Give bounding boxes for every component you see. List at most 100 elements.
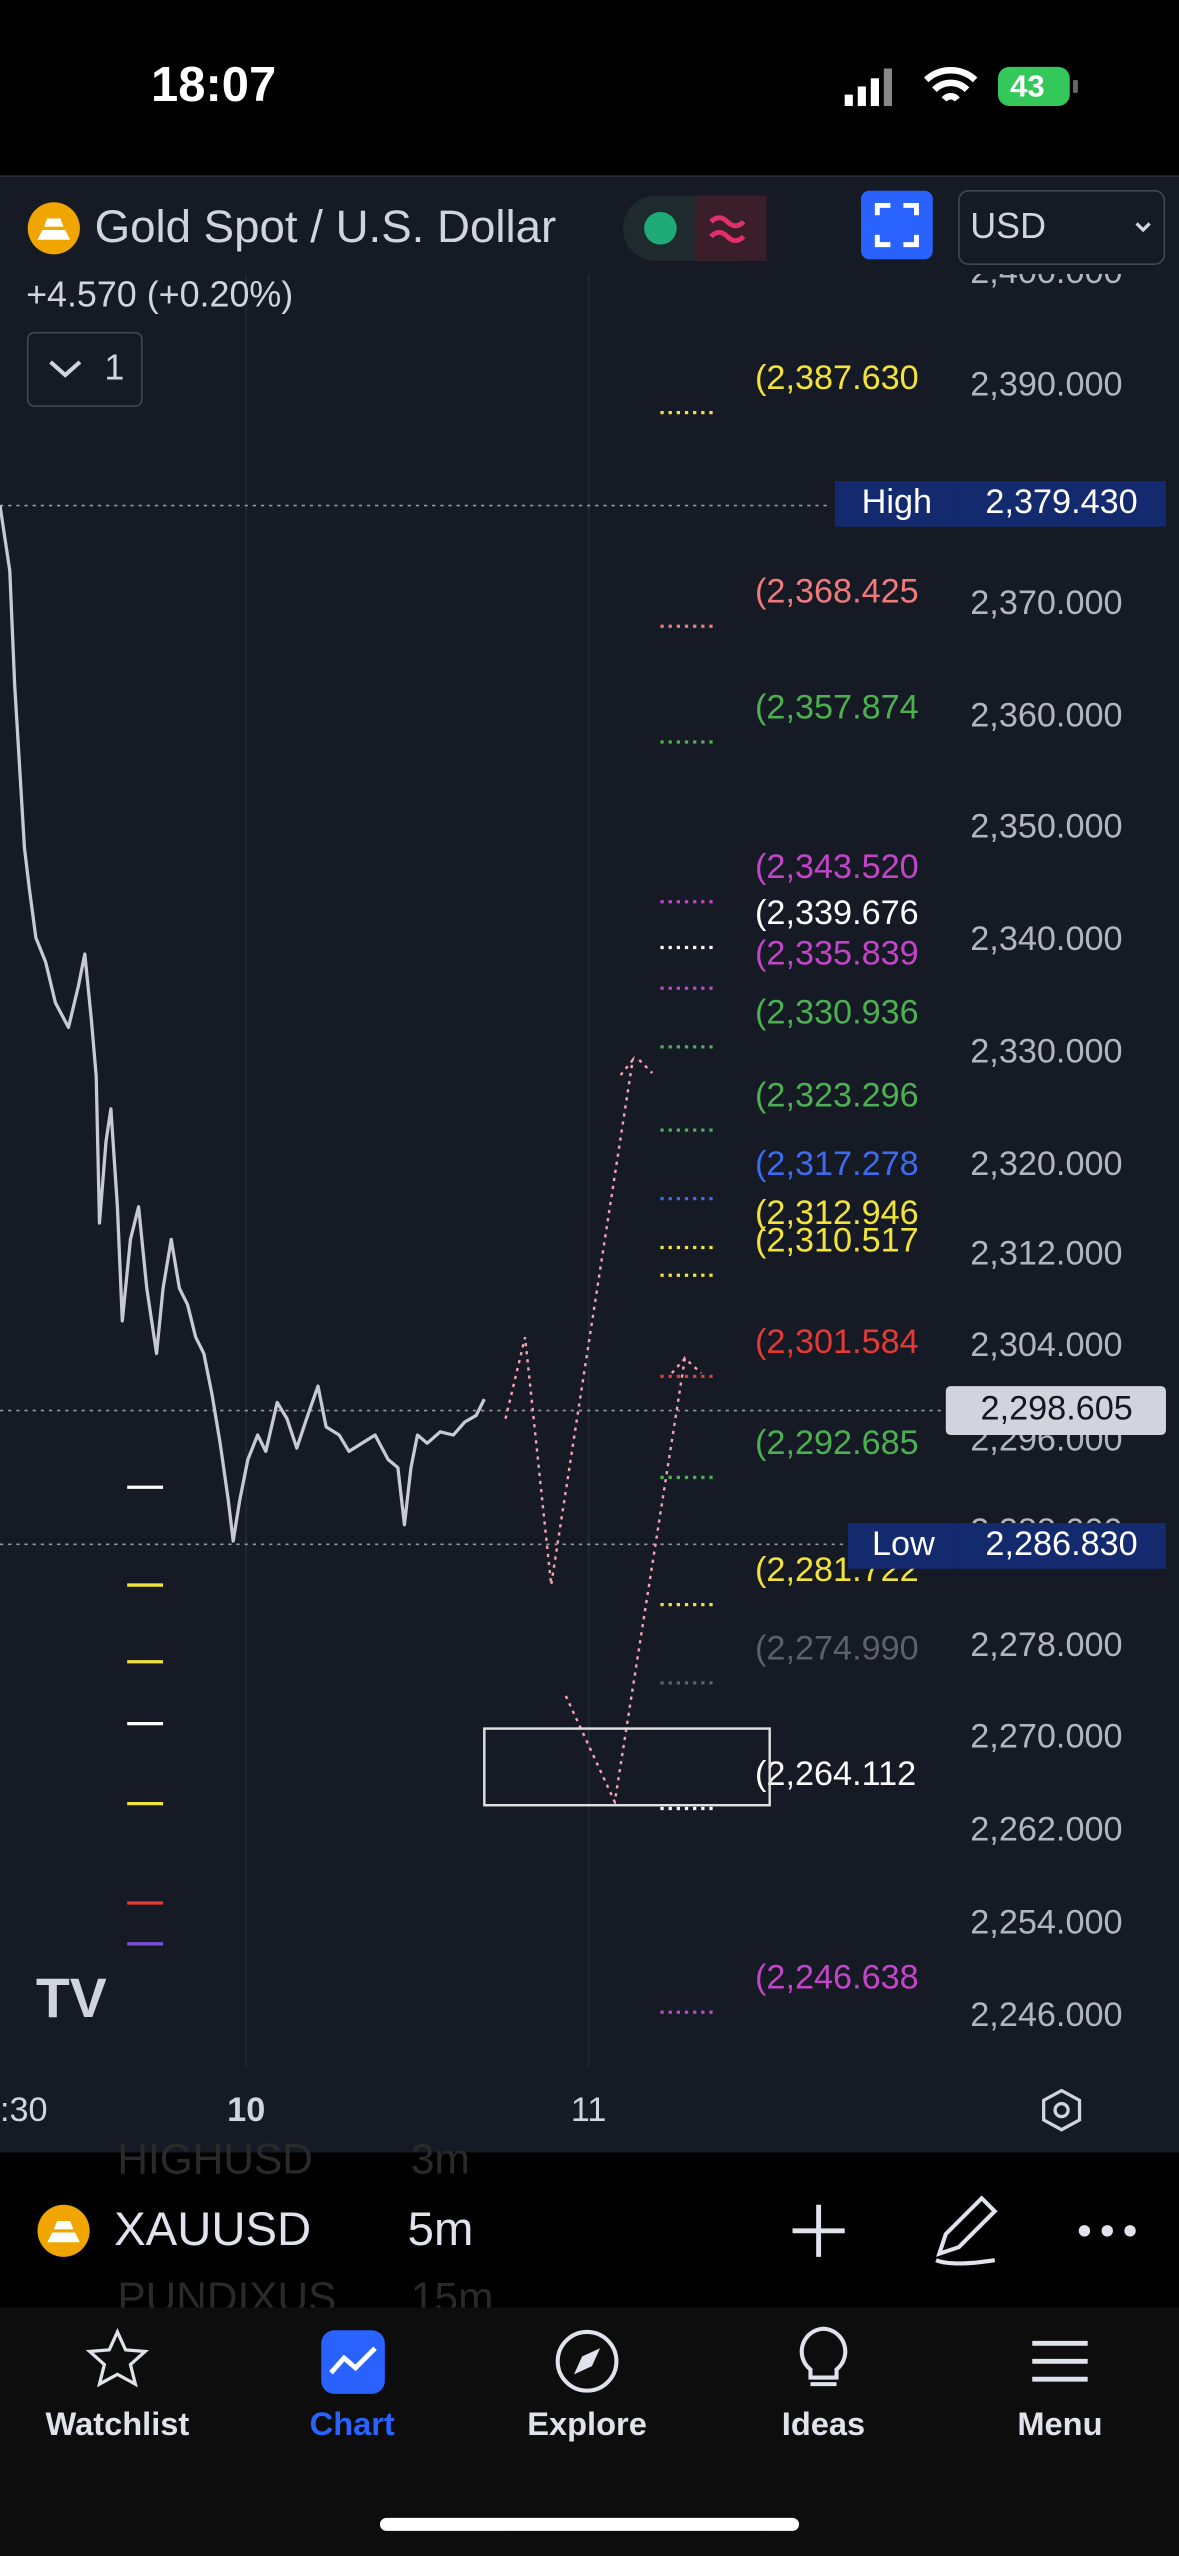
fullscreen-icon xyxy=(874,203,919,248)
price-label: 2,320.000 xyxy=(970,1145,1122,1183)
price-line xyxy=(0,505,486,1543)
status-pill-right xyxy=(694,195,767,261)
last-price-tag xyxy=(945,1386,1166,1436)
ghost-interval: 3m xyxy=(411,2136,470,2183)
price-label: 2,350.000 xyxy=(970,807,1122,845)
level-label: (2,357.874 xyxy=(755,688,919,726)
symbol-icon xyxy=(37,2204,90,2257)
clock: 18:07 xyxy=(151,58,276,112)
settings-button[interactable] xyxy=(1042,2088,1082,2132)
symbol-icon xyxy=(27,202,80,255)
logo: TV xyxy=(36,1967,107,2029)
time-label: 11 xyxy=(571,2091,607,2129)
indicators-toggle[interactable] xyxy=(26,331,143,407)
more-button[interactable] xyxy=(1078,2225,1136,2237)
tab-label[interactable]: Menu xyxy=(1017,2405,1102,2442)
price-label: 2,360.000 xyxy=(970,697,1122,735)
chart-icon xyxy=(321,2330,385,2394)
level-label: (2,323.296 xyxy=(755,1077,919,1115)
tab-bar xyxy=(0,2307,1179,2556)
low-label: Low xyxy=(872,1525,935,1563)
tab-label[interactable]: Watchlist xyxy=(46,2405,190,2442)
price-label: 2,262.000 xyxy=(970,1810,1122,1848)
high-value-tag xyxy=(958,481,1166,527)
level-label: (2,343.520 xyxy=(755,848,919,886)
indicator-count: 1 xyxy=(104,348,124,388)
high-label: High xyxy=(862,483,932,521)
level-label: (2,274.990 xyxy=(755,1629,919,1667)
fullscreen-button[interactable] xyxy=(861,190,933,260)
price-label: 2,390.000 xyxy=(970,366,1122,404)
level-label: (2,292.685 xyxy=(755,1424,919,1462)
watchlist-icon xyxy=(85,2327,150,2388)
battery xyxy=(997,66,1070,107)
level-label: (2,312.946 xyxy=(755,1194,919,1232)
gold-bars xyxy=(47,2221,80,2243)
price-label: 2,370.000 xyxy=(970,584,1122,622)
time-label: :30 xyxy=(0,2091,48,2129)
price-label: 2,304.000 xyxy=(970,1326,1122,1364)
price-label: 2,254.000 xyxy=(970,1903,1122,1941)
high-tag xyxy=(834,481,959,527)
delayed-icon xyxy=(709,215,746,243)
level-label: (2,246.638 xyxy=(755,1959,919,1997)
symbol-title[interactable]: Gold Spot / U.S. Dollar xyxy=(95,201,557,252)
tab-label[interactable]: Chart xyxy=(310,2405,395,2442)
currency-select[interactable] xyxy=(958,189,1166,266)
level-label: (2,310.517 xyxy=(755,1222,919,1260)
battery-level: 43 xyxy=(1010,68,1044,103)
level-label: (2,330.936 xyxy=(755,993,919,1031)
left-markers xyxy=(127,1485,164,1946)
level-label: (2,339.676 xyxy=(755,894,919,932)
tab-label[interactable]: Explore xyxy=(527,2405,647,2442)
menu-icon xyxy=(1032,2340,1088,2382)
symbol[interactable]: XAUUSD xyxy=(114,2203,311,2256)
chevron xyxy=(49,360,82,378)
add-button[interactable] xyxy=(792,2204,845,2257)
draw-button[interactable] xyxy=(935,2195,998,2266)
ideas-icon xyxy=(799,2326,848,2387)
chart-icon-line xyxy=(329,2346,377,2375)
tabs: Watchlist Chart Explore Ideas Menu xyxy=(46,2405,1103,2442)
level-label: (2,264.112 xyxy=(755,1755,916,1793)
level-label: (2,368.425 xyxy=(755,573,919,611)
price-change: +4.570 (+0.20%) xyxy=(26,274,293,314)
price-label: 2,330.000 xyxy=(970,1032,1122,1070)
explore-icon xyxy=(555,2329,619,2393)
projection xyxy=(638,1059,654,1074)
symbol-bar xyxy=(0,2152,1179,2308)
tab-label[interactable]: Ideas xyxy=(782,2405,865,2442)
level-label: (2,387.630 xyxy=(755,359,919,397)
price-label: 2,246.000 xyxy=(970,1996,1122,2034)
low-tag xyxy=(847,1523,959,1569)
level-label: (2,335.839 xyxy=(755,935,919,973)
target-box xyxy=(483,1727,771,1807)
ghost-symbol: HIGHUSD xyxy=(117,2136,312,2183)
price-label: 2,312.000 xyxy=(970,1235,1122,1273)
battery-tip xyxy=(1073,79,1078,93)
settings-dot xyxy=(1053,2101,1070,2119)
market-open-dot xyxy=(644,212,677,245)
price-label: 2,340.000 xyxy=(970,920,1122,958)
currency: USD xyxy=(970,206,1046,246)
low-value: 2,286.830 xyxy=(985,1525,1137,1563)
time-axis-bg xyxy=(0,2067,1179,2153)
compass-needle xyxy=(574,2348,601,2375)
gold-bars xyxy=(37,218,71,240)
low-value-tag xyxy=(958,1523,1166,1569)
time-label: 10 xyxy=(227,2091,265,2129)
level-label: (2,301.584 xyxy=(755,1323,919,1361)
projection xyxy=(564,1355,703,1807)
time-axis: :30 10 11 xyxy=(0,2091,606,2129)
high-value: 2,379.430 xyxy=(985,483,1137,521)
grid xyxy=(245,176,590,2068)
wifi xyxy=(924,67,978,102)
chevron xyxy=(1135,222,1151,233)
projection xyxy=(670,1357,686,1374)
level-label: (2,317.278 xyxy=(755,1145,919,1183)
price-label: 2,270.000 xyxy=(970,1717,1122,1755)
signal xyxy=(844,68,892,107)
home-indicator xyxy=(379,2517,800,2531)
interval[interactable]: 5m xyxy=(408,2203,474,2256)
